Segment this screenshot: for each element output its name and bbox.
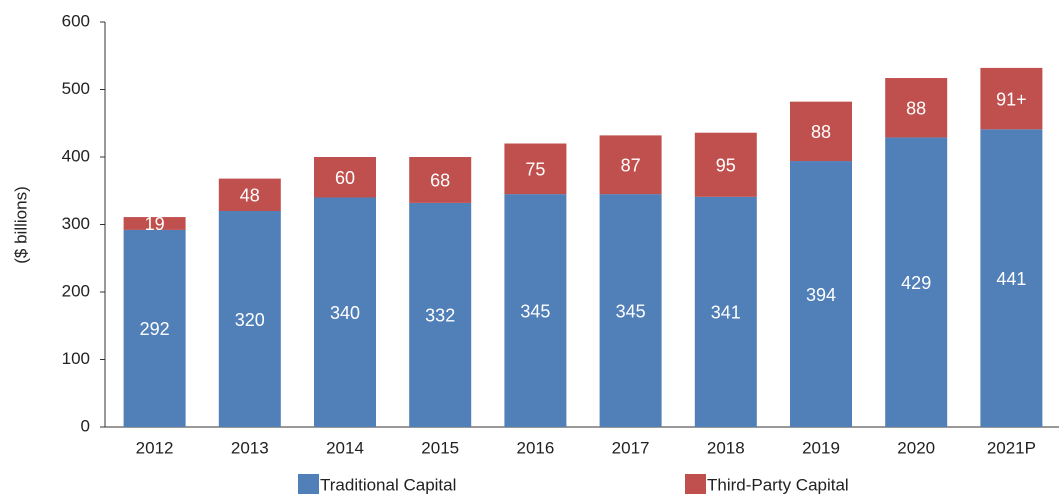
y-tick-label: 100 xyxy=(62,349,90,368)
value-label: 19 xyxy=(145,214,165,234)
x-tick-label: 2014 xyxy=(326,438,364,457)
x-tick-label: 2019 xyxy=(802,438,840,457)
value-label: 340 xyxy=(330,303,360,323)
y-tick-label: 300 xyxy=(62,214,90,233)
bar-segment xyxy=(599,135,662,195)
value-label: 48 xyxy=(240,186,260,206)
value-label: 88 xyxy=(811,122,831,142)
y-axis-label: ($ billions) xyxy=(11,186,30,263)
value-label: 341 xyxy=(711,303,741,323)
y-tick-label: 200 xyxy=(62,281,90,300)
y-tick-label: 0 xyxy=(81,416,90,435)
value-label: 345 xyxy=(520,301,550,321)
value-label: 95 xyxy=(716,156,736,176)
bar-segment xyxy=(885,78,948,138)
bar-segment xyxy=(694,132,757,197)
value-label: 68 xyxy=(430,171,450,191)
legend-label: Third-Party Capital xyxy=(707,475,849,494)
bar-segment xyxy=(123,229,186,427)
bar-segment xyxy=(790,161,852,428)
bar-segment xyxy=(790,101,852,162)
x-tick-label: 2017 xyxy=(612,438,650,457)
value-label: 292 xyxy=(140,319,170,339)
value-label: 320 xyxy=(235,310,265,330)
x-tick-label: 2016 xyxy=(516,438,554,457)
y-tick-label: 400 xyxy=(62,146,90,165)
bar-segment xyxy=(885,137,948,428)
bar-segment xyxy=(218,178,281,211)
x-tick-label: 2018 xyxy=(707,438,745,457)
bar-segment xyxy=(504,194,567,427)
bar-segment xyxy=(980,67,1043,130)
bar-segment xyxy=(504,143,567,195)
x-tick-label: 2020 xyxy=(897,438,935,457)
x-tick-label: 2015 xyxy=(421,438,459,457)
value-label: 441 xyxy=(996,269,1026,289)
value-label: 91+ xyxy=(996,89,1027,109)
bar-segment xyxy=(694,196,757,427)
legend-swatch xyxy=(685,474,706,494)
value-label: 394 xyxy=(806,285,836,305)
legend-swatch xyxy=(298,474,319,494)
x-tick-label: 2021P xyxy=(987,438,1036,457)
x-tick-label: 2012 xyxy=(136,438,174,457)
value-label: 60 xyxy=(335,168,355,188)
bar-segment xyxy=(409,202,472,427)
bar-segment xyxy=(314,197,376,427)
value-label: 87 xyxy=(621,156,641,176)
value-label: 88 xyxy=(906,98,926,118)
bar-segment xyxy=(123,217,186,230)
y-tick-label: 600 xyxy=(62,11,90,30)
bar-segment xyxy=(409,157,472,203)
bar-segment xyxy=(218,211,281,427)
value-label: 332 xyxy=(425,306,455,326)
legend-label: Traditional Capital xyxy=(320,475,456,494)
bar-segment xyxy=(980,129,1043,427)
value-label: 75 xyxy=(525,160,545,180)
x-tick-label: 2013 xyxy=(231,438,269,457)
value-label: 345 xyxy=(616,301,646,321)
bar-segment xyxy=(314,157,376,198)
value-label: 429 xyxy=(901,273,931,293)
bar-segment xyxy=(599,194,662,427)
y-tick-label: 500 xyxy=(62,79,90,98)
